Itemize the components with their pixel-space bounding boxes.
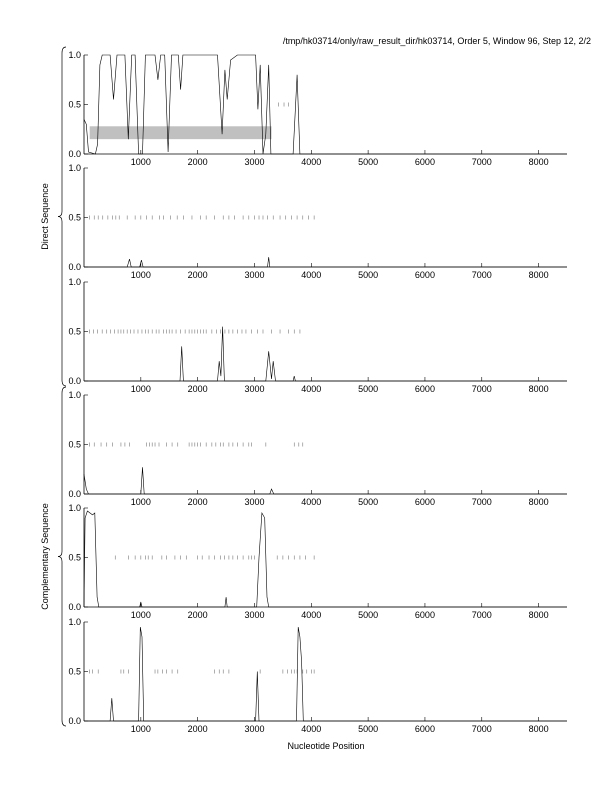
x-tick-label: 4000 bbox=[301, 157, 321, 167]
x-tick-label: 8000 bbox=[529, 270, 549, 280]
x-tick-label: 5000 bbox=[358, 384, 378, 394]
x-axis-label: Nucleotide Position bbox=[287, 741, 364, 751]
panel-3: 0.0 0.5 1.0 1000 2000 3000 4000 5000 6000 7000 800… bbox=[68, 277, 567, 394]
x-tick-label: 7000 bbox=[472, 384, 492, 394]
y-tick-label: 0.0 bbox=[68, 262, 81, 272]
series-line bbox=[83, 54, 567, 155]
x-tick-label: 8000 bbox=[529, 724, 549, 734]
x-tick-label: 2000 bbox=[188, 384, 208, 394]
x-tick-label: 1000 bbox=[131, 497, 151, 507]
y-tick-label: 1.0 bbox=[68, 390, 81, 400]
x-tick-label: 4000 bbox=[301, 384, 321, 394]
group-label: Complementary Sequence bbox=[40, 503, 50, 610]
panel-6: 0.0 0.5 1.0 1000 2000 3000 4000 5000 6000 7000 800… bbox=[68, 617, 567, 734]
x-tick-label: 3000 bbox=[244, 724, 264, 734]
x-tick-label: 4000 bbox=[301, 610, 321, 620]
x-tick-label: 3000 bbox=[244, 270, 264, 280]
x-tick-label: 5000 bbox=[358, 157, 378, 167]
y-tick-label: 1.0 bbox=[68, 277, 81, 287]
x-tick-label: 6000 bbox=[415, 157, 435, 167]
x-tick-label: 4000 bbox=[301, 497, 321, 507]
x-tick-label: 7000 bbox=[472, 724, 492, 734]
x-tick-label: 5000 bbox=[358, 497, 378, 507]
group-brace bbox=[57, 386, 67, 727]
series-line bbox=[83, 467, 567, 495]
x-tick-label: 3000 bbox=[244, 384, 264, 394]
x-tick-label: 6000 bbox=[415, 270, 435, 280]
x-tick-label: 2000 bbox=[188, 610, 208, 620]
x-tick-label: 7000 bbox=[472, 270, 492, 280]
y-tick-label: 0.0 bbox=[68, 489, 81, 499]
panel-4: 0.0 0.5 1.0 1000 2000 3000 4000 5000 6000 7000 800… bbox=[68, 390, 567, 507]
group-brace bbox=[57, 46, 67, 387]
x-tick-label: 2000 bbox=[188, 724, 208, 734]
x-tick-label: 3000 bbox=[244, 497, 264, 507]
x-tick-label: 1000 bbox=[131, 724, 151, 734]
x-tick-label: 7000 bbox=[472, 157, 492, 167]
x-tick-label: 1000 bbox=[131, 157, 151, 167]
x-tick-label: 1000 bbox=[131, 384, 151, 394]
series-line bbox=[84, 626, 567, 722]
x-tick-label: 4000 bbox=[301, 270, 321, 280]
x-tick-label: 7000 bbox=[472, 610, 492, 620]
y-tick-label: 0.5 bbox=[68, 667, 81, 677]
y-tick-label: 0.5 bbox=[68, 213, 81, 223]
series-line bbox=[84, 326, 567, 382]
highlight-band bbox=[89, 126, 272, 140]
y-tick-label: 0.0 bbox=[68, 716, 81, 726]
panel-2: 0.0 0.5 1.0 1000 2000 3000 4000 5000 6000 7000 800… bbox=[68, 163, 567, 280]
x-tick-label: 2000 bbox=[188, 270, 208, 280]
x-tick-label: 3000 bbox=[244, 157, 264, 167]
y-tick-label: 0.5 bbox=[68, 327, 81, 337]
y-tick-label: 0.5 bbox=[68, 553, 81, 563]
series-line bbox=[84, 257, 567, 268]
y-tick-label: 1.0 bbox=[68, 163, 81, 173]
x-tick-label: 6000 bbox=[415, 384, 435, 394]
x-tick-label: 2000 bbox=[188, 497, 208, 507]
y-tick-label: 1.0 bbox=[68, 503, 81, 513]
x-tick-label: 5000 bbox=[358, 610, 378, 620]
x-tick-label: 6000 bbox=[415, 497, 435, 507]
panel-5: 0.0 0.5 1.0 1000 2000 3000 4000 5000 6000 7000 800… bbox=[68, 503, 567, 620]
x-tick-label: 8000 bbox=[529, 610, 549, 620]
chart-title: /tmp/hk03714/only/raw_result_dir/hk03714… bbox=[283, 36, 591, 46]
x-tick-label: 8000 bbox=[529, 497, 549, 507]
y-tick-label: 0.0 bbox=[68, 149, 81, 159]
x-tick-label: 5000 bbox=[358, 270, 378, 280]
y-tick-label: 1.0 bbox=[68, 617, 81, 627]
panel-1: 0.0 0.5 1.0 1000 2000 3000 4000 5000 6000 7000 800… bbox=[68, 50, 567, 167]
x-tick-label: 8000 bbox=[529, 384, 549, 394]
x-tick-label: 1000 bbox=[131, 270, 151, 280]
y-tick-label: 1.0 bbox=[68, 50, 81, 60]
x-tick-label: 7000 bbox=[472, 497, 492, 507]
x-tick-label: 4000 bbox=[301, 724, 321, 734]
y-tick-label: 0.5 bbox=[68, 440, 81, 450]
y-tick-label: 0.0 bbox=[68, 602, 81, 612]
y-tick-label: 0.0 bbox=[68, 376, 81, 386]
series-line bbox=[83, 510, 567, 608]
x-tick-label: 6000 bbox=[415, 610, 435, 620]
x-tick-label: 6000 bbox=[415, 724, 435, 734]
x-tick-label: 2000 bbox=[188, 157, 208, 167]
x-tick-label: 1000 bbox=[131, 610, 151, 620]
group-label: Direct Sequence bbox=[40, 183, 50, 250]
x-tick-label: 3000 bbox=[244, 610, 264, 620]
y-tick-label: 0.5 bbox=[68, 100, 81, 110]
x-tick-label: 5000 bbox=[358, 724, 378, 734]
x-tick-label: 8000 bbox=[529, 157, 549, 167]
